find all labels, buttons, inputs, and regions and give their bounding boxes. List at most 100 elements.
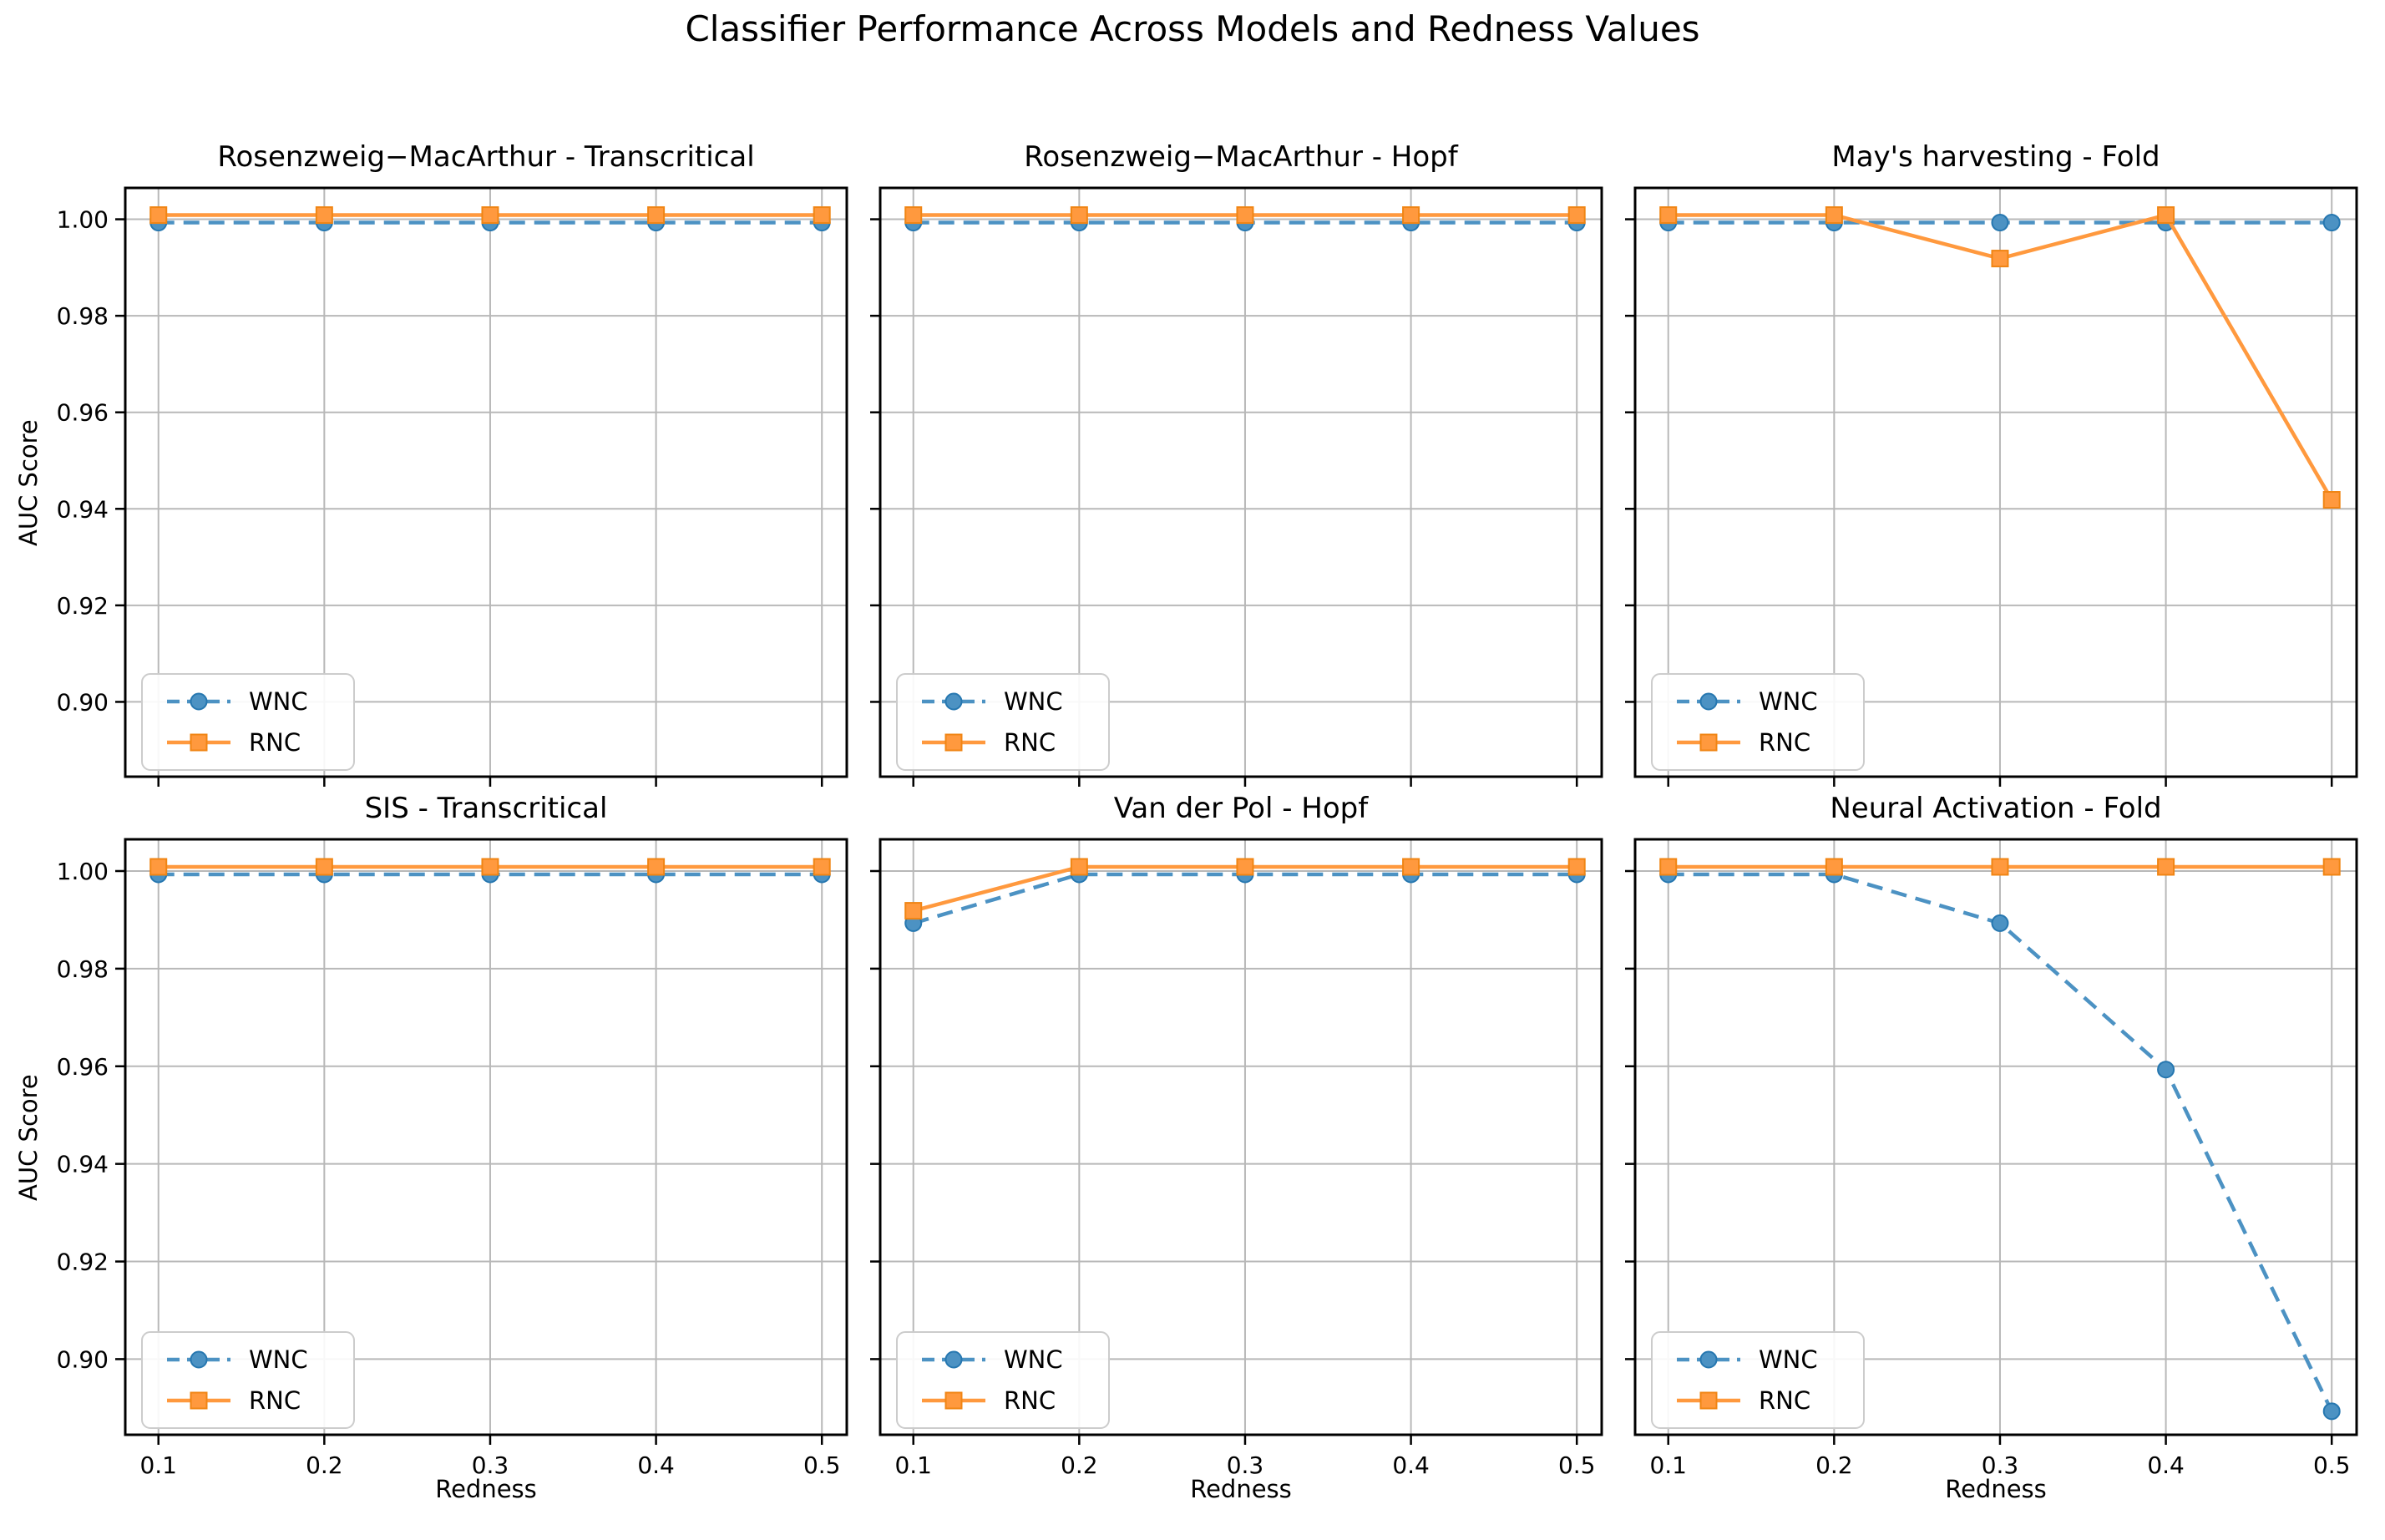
plot-group: 0.1 0.2 0.3 0.4 0.5 WNC RNC [870,838,1603,1479]
legend-rnc-marker [944,733,963,752]
x-tick-label: 0.4 [637,1451,675,1479]
figure-title: Classifier Performance Across Models and… [685,8,1700,49]
axis-ticks [115,869,823,1445]
x-tick-label: 0.2 [306,1451,343,1479]
plot-svg: 0.1 0.2 0.3 0.4 0.5 WNC RNC [870,838,1603,1479]
rnc-marker [1070,206,1088,225]
plot-border [879,186,1603,778]
legend-wnc-marker [1699,692,1718,711]
x-axis-label-col2: Redness [1190,1475,1292,1503]
x-tick-label: 0.3 [472,1451,509,1479]
x-tick-label: 0.1 [1649,1451,1687,1479]
rnc-marker [2157,206,2175,225]
y-tick-label: 0.98 [57,955,109,983]
x-tick-label: 0.5 [1558,1451,1596,1479]
plot-border [124,838,848,1436]
rnc-series [1659,206,2341,509]
y-tick-label: 1.00 [57,206,109,234]
y-tick-label: 0.94 [57,495,109,523]
rnc-marker [315,858,333,876]
legend-rnc-marker [1699,1391,1718,1410]
x-axis-label-col3: Redness [1945,1475,2047,1503]
legend-rnc-label: RNC [1004,1386,1056,1415]
rnc-marker [2157,858,2175,876]
plot-svg: WNC RNC [870,186,1603,787]
x-tick-label: 0.3 [1982,1451,2019,1479]
plot-group: 0.90 0.92 0.94 0.96 0.98 1.00 0.1 0.2 0.3 0.4 0.5 W… [57,838,848,1479]
subplot-mays-fold: WNC RNC [1501,180,2385,877]
legend-wnc-label: WNC [1004,1345,1063,1374]
y-tick-labels: 0.90 0.92 0.94 0.96 0.98 1.00 [57,206,109,717]
plot-border [1633,186,2358,778]
legend: WNC RNC [896,1331,1110,1429]
wnc-marker [2322,1402,2341,1421]
y-tick-label: 0.92 [57,592,109,620]
legend-rnc-label: RNC [1759,728,1810,757]
plot-group: 0.1 0.2 0.3 0.4 0.5 WNC RNC [1625,838,2358,1479]
legend-rnc-marker [944,1391,963,1410]
legend: WNC RNC [1651,1331,1865,1429]
legend: WNC RNC [141,1331,355,1429]
subplot-title-mays-fold: May's harvesting - Fold [1831,140,2160,174]
wnc-marker [1991,214,2009,232]
rnc-marker [1236,206,1254,225]
legend-wnc-marker [1699,1350,1718,1369]
legend: WNC RNC [896,673,1110,771]
x-tick-label: 0.1 [139,1451,177,1479]
legend-rnc-marker [190,1391,208,1410]
plot-svg: 0.90 0.92 0.94 0.96 0.98 1.00 0.1 0.2 0.3 0.4 0.5 W… [57,838,848,1479]
rnc-marker [1236,858,1254,876]
x-axis-label-col1: Redness [435,1475,537,1503]
rnc-marker [1825,206,1843,225]
legend-rnc-label: RNC [1004,728,1056,757]
plot-border [124,186,848,778]
y-tick-label: 0.94 [57,1151,109,1178]
rnc-series [149,858,831,876]
rnc-marker [813,858,831,876]
axis-ticks [1625,869,2333,1445]
legend: WNC RNC [141,673,355,771]
rnc-marker [813,206,831,225]
legend-wnc-marker [190,1350,208,1369]
x-tick-label: 0.2 [1815,1451,1853,1479]
rnc-marker [1567,206,1586,225]
plot-svg: WNC RNC [1625,186,2358,787]
wnc-marker [2322,214,2341,232]
subplot-title-vanderpol-hopf: Van der Pol - Hopf [1113,792,1369,825]
legend-box [141,1331,355,1429]
rnc-series [904,206,1586,225]
subplot-rm-hopf: WNC RNC [747,180,1635,877]
rnc-marker [647,206,666,225]
x-tick-label: 0.4 [1392,1451,1430,1479]
rnc-marker [2322,858,2341,876]
y-tick-label: 0.92 [57,1249,109,1276]
subplot-title-neural-fold: Neural Activation - Fold [1830,792,2162,825]
axis-ticks [1625,218,2333,787]
x-tick-label: 0.4 [2147,1451,2185,1479]
rnc-marker [1659,206,1678,225]
subplot-rm-transcritical: 0.90 0.92 0.94 0.96 0.98 1.00 WNC RNC [0,180,880,877]
rnc-marker [1991,858,2009,876]
plot-border [1633,838,2358,1436]
rnc-marker [1402,858,1420,876]
y-tick-label: 0.98 [57,302,109,330]
plot-svg: 0.90 0.92 0.94 0.96 0.98 1.00 WNC RNC [57,186,848,787]
legend-wnc-marker [190,692,208,711]
rnc-markers [904,206,1586,225]
legend-wnc-label: WNC [1004,687,1063,716]
gridlines [880,839,1602,1435]
legend-rnc-marker [1699,733,1718,752]
legend-wnc-label: WNC [249,687,308,716]
x-tick-labels: 0.1 0.2 0.3 0.4 0.5 [139,1451,840,1479]
y-tick-label: 0.90 [57,1345,109,1373]
x-tick-labels: 0.1 0.2 0.3 0.4 0.5 [1649,1451,2350,1479]
wnc-marker [1991,914,2009,932]
legend-wnc-marker [944,1350,963,1369]
legend-box [1651,1331,1865,1429]
rnc-markers [1659,858,2341,876]
rnc-marker [1659,858,1678,876]
subplot-title-rm-hopf: Rosenzweig−MacArthur - Hopf [1024,140,1458,174]
rnc-markers [149,206,831,225]
y-tick-label: 0.90 [57,688,109,716]
subplot-neural-fold: 0.1 0.2 0.3 0.4 0.5 WNC RNC [1501,831,2385,1535]
